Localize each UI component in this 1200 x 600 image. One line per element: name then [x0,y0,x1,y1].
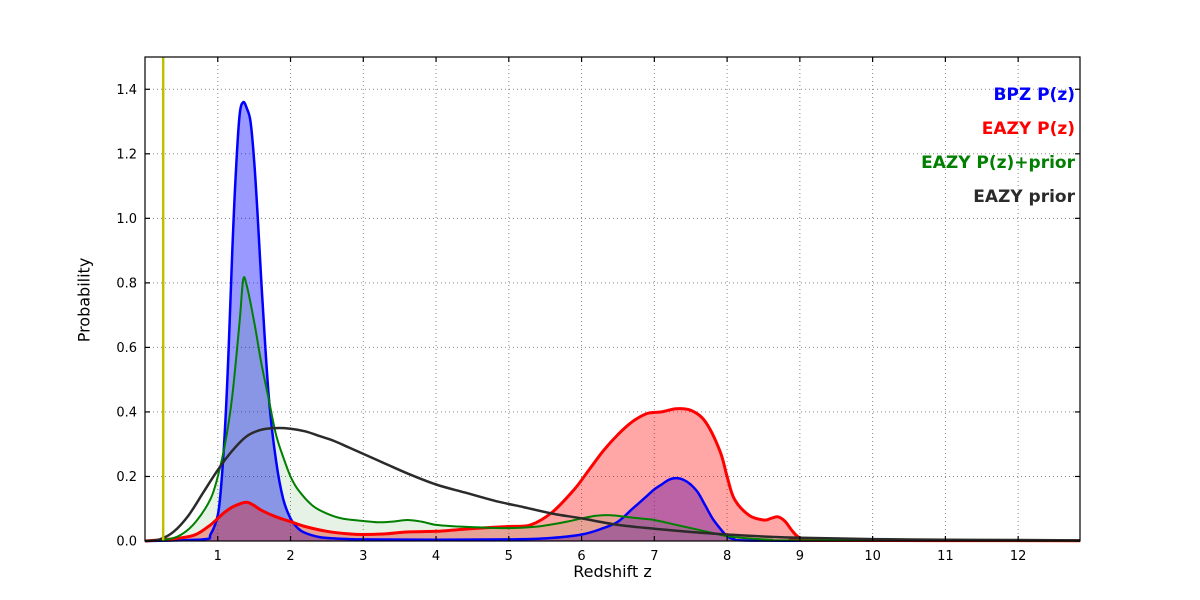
svg-text:3: 3 [359,549,367,564]
svg-text:8: 8 [723,549,731,564]
y-axis-label: Probability [74,257,94,343]
legend: BPZ P(z) EAZY P(z) EAZY P(z)+prior EAZY … [921,78,1075,214]
svg-text:5: 5 [505,549,513,564]
svg-text:9: 9 [796,549,804,564]
svg-text:7: 7 [650,549,658,564]
svg-text:0.4: 0.4 [116,405,137,420]
legend-item-bpz-pz: BPZ P(z) [993,85,1075,105]
legend-item-eazy-pz-prior: EAZY P(z)+prior [921,153,1075,173]
legend-item-eazy-pz: EAZY P(z) [981,119,1075,139]
svg-text:1.2: 1.2 [116,147,137,162]
svg-text:1: 1 [214,549,222,564]
svg-text:1.4: 1.4 [116,83,137,98]
svg-text:0.8: 0.8 [116,276,137,291]
svg-text:0.0: 0.0 [116,535,137,550]
svg-text:10: 10 [864,549,881,564]
svg-text:2: 2 [286,549,294,564]
svg-text:12: 12 [1010,549,1027,564]
x-axis-label: Redshift z [573,562,652,581]
svg-text:11: 11 [937,549,954,564]
svg-text:4: 4 [432,549,440,564]
svg-text:6: 6 [577,549,585,564]
svg-text:0.6: 0.6 [116,341,137,356]
svg-text:0.2: 0.2 [116,470,137,485]
legend-item-eazy-prior: EAZY prior [973,187,1075,207]
svg-text:1.0: 1.0 [116,212,137,227]
